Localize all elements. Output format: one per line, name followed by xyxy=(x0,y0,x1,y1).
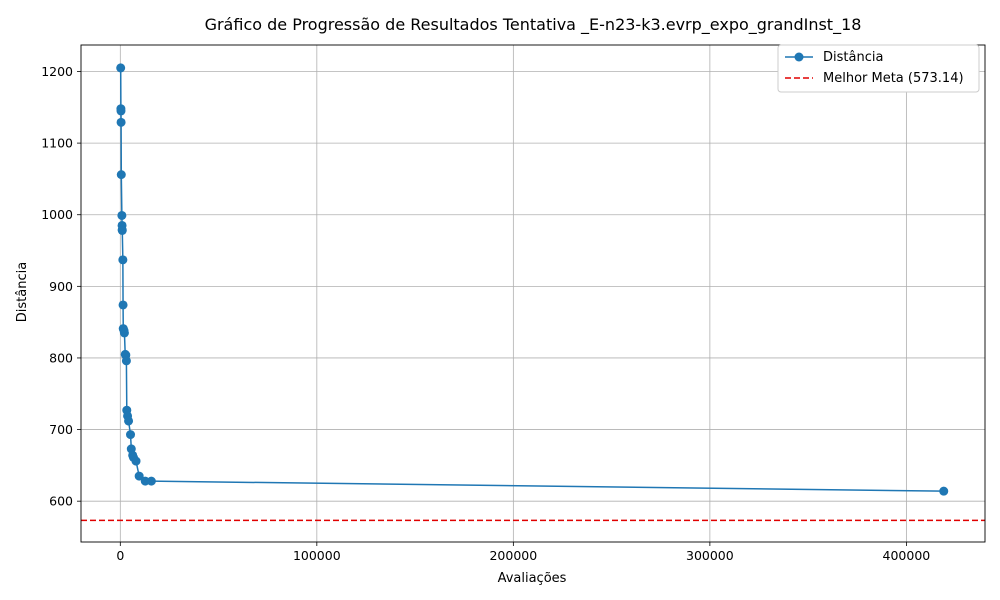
legend: Distância Melhor Meta (573.14) xyxy=(777,44,980,93)
y-tick-label: 700 xyxy=(49,422,73,437)
legend-box xyxy=(777,44,980,93)
data-point xyxy=(121,356,131,366)
y-axis-label: Distância xyxy=(15,262,30,322)
y-tick-label: 600 xyxy=(49,494,73,509)
grid xyxy=(81,45,985,542)
data-point xyxy=(117,225,127,235)
x-tick-label: 400000 xyxy=(883,548,931,563)
y-axis-ticks: 600 700 800 900 1000 1100 1200 xyxy=(41,64,81,509)
data-point xyxy=(131,456,141,466)
y-tick-label: 1200 xyxy=(41,64,73,79)
data-point xyxy=(126,430,136,440)
data-point xyxy=(119,328,129,338)
plot-frame xyxy=(80,44,986,543)
data-point xyxy=(116,106,126,116)
data-point xyxy=(118,300,128,310)
data-point xyxy=(116,63,126,73)
data-point xyxy=(116,170,126,180)
data-point xyxy=(116,117,126,127)
x-tick-label: 100000 xyxy=(293,548,341,563)
y-tick-label: 800 xyxy=(49,350,73,365)
data-point xyxy=(117,210,127,220)
y-tick-label: 1100 xyxy=(41,136,73,151)
data-point xyxy=(118,255,128,265)
legend-label-distancia: Distância xyxy=(823,50,883,65)
y-tick-label: 900 xyxy=(49,279,73,294)
data-point xyxy=(124,416,134,426)
series-group xyxy=(116,63,949,496)
x-tick-label: 200000 xyxy=(489,548,537,563)
x-axis-ticks: 0 100000 200000 300000 400000 xyxy=(116,542,930,563)
x-tick-label: 300000 xyxy=(686,548,734,563)
x-tick-label: 0 xyxy=(116,548,124,563)
plot-area xyxy=(81,45,985,542)
legend-marker-distancia xyxy=(794,52,804,62)
data-point xyxy=(939,486,949,496)
chart-title: Gráfico de Progressão de Resultados Tent… xyxy=(205,15,862,35)
legend-label-melhor-meta: Melhor Meta (573.14) xyxy=(823,71,964,86)
x-axis-label: Avaliações xyxy=(498,571,567,586)
data-point xyxy=(134,471,144,481)
data-point xyxy=(146,476,156,486)
y-tick-label: 1000 xyxy=(41,207,73,222)
